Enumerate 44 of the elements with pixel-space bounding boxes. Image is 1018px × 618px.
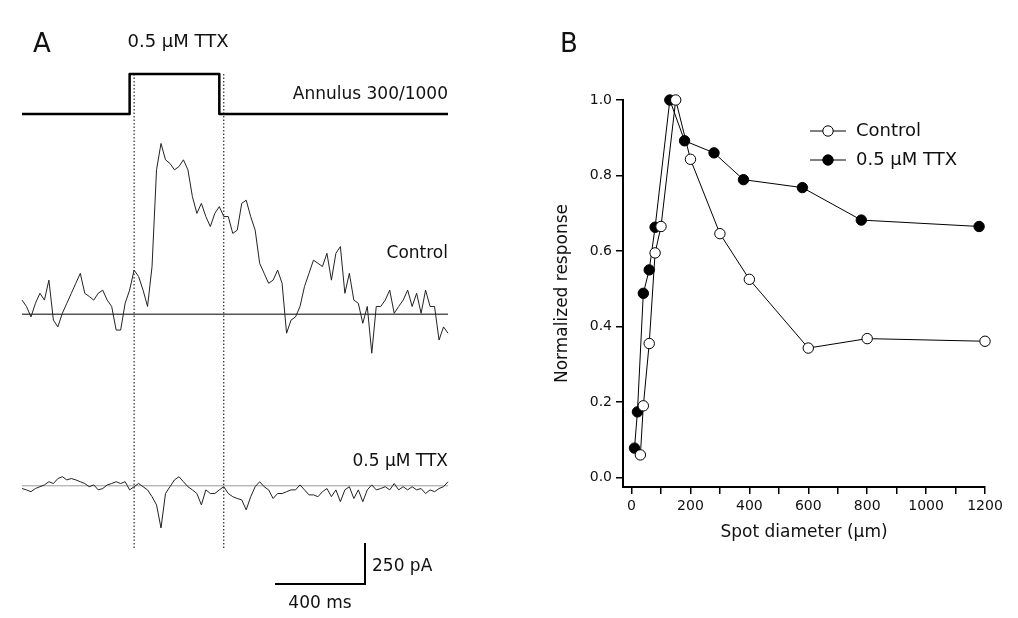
text: 400 ms bbox=[288, 592, 352, 613]
point bbox=[855, 214, 867, 226]
x-tick-label: 600 bbox=[794, 497, 822, 514]
point bbox=[743, 273, 756, 286]
x-tick-label: 800 bbox=[853, 497, 881, 514]
point bbox=[634, 449, 647, 461]
y-tick-label: 0.8 bbox=[589, 166, 612, 183]
x-tick-label: 1200 bbox=[967, 497, 1003, 514]
x-tick-label: 0 bbox=[627, 497, 636, 514]
y-tick-label: 0.4 bbox=[589, 317, 613, 334]
text: 250 pA bbox=[372, 555, 433, 576]
point bbox=[796, 181, 809, 194]
point bbox=[973, 220, 985, 233]
point bbox=[714, 227, 726, 240]
series-label: Control bbox=[386, 241, 448, 262]
point bbox=[637, 287, 650, 300]
point bbox=[979, 335, 991, 347]
point bbox=[643, 264, 655, 276]
legend-label: 0.5 μM TTX bbox=[856, 147, 958, 169]
point bbox=[737, 173, 750, 186]
series-label: Annulus 300/1000 bbox=[292, 83, 448, 104]
series-label: 0.5 μM TTX bbox=[352, 450, 449, 471]
x-tick-label: 1000 bbox=[908, 497, 944, 514]
y-tick-label: 0.2 bbox=[589, 392, 612, 409]
point bbox=[637, 400, 650, 412]
point bbox=[643, 337, 655, 350]
point bbox=[655, 220, 667, 233]
point bbox=[708, 147, 720, 159]
point bbox=[670, 94, 682, 106]
legend-label: Control bbox=[856, 118, 922, 140]
text: A bbox=[33, 27, 51, 58]
point bbox=[684, 153, 697, 165]
y-axis-title: Normalized response bbox=[550, 203, 571, 384]
x-tick-label: 400 bbox=[735, 497, 763, 514]
y-tick-label: 0.0 bbox=[589, 468, 612, 485]
x-tick-label: 200 bbox=[677, 497, 704, 514]
point bbox=[861, 332, 873, 345]
y-tick-label: 1.0 bbox=[589, 90, 612, 107]
text: B bbox=[560, 27, 578, 58]
x-axis-title: Spot diameter (μm) bbox=[720, 521, 888, 542]
chart-title: 0.5 μM TTX bbox=[127, 29, 229, 51]
y-tick-label: 0.6 bbox=[589, 241, 613, 258]
point bbox=[802, 342, 814, 354]
point bbox=[649, 247, 661, 259]
